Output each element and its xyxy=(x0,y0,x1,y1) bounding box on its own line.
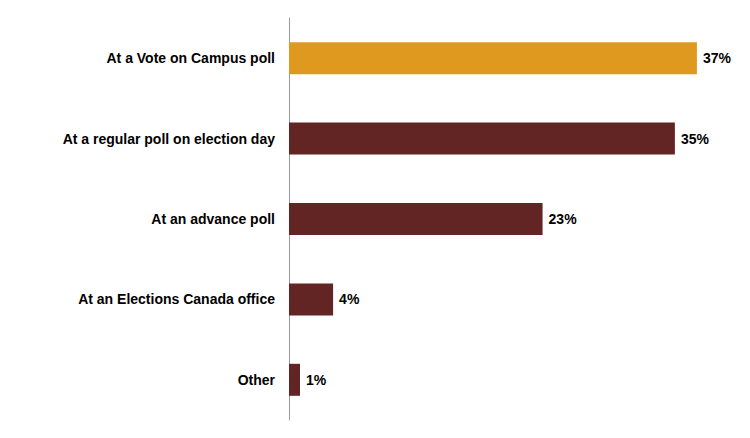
svg-text:37%: 37% xyxy=(703,50,732,66)
svg-text:1%: 1% xyxy=(306,372,327,388)
svg-text:At an advance poll: At an advance poll xyxy=(151,211,275,227)
svg-text:4%: 4% xyxy=(339,291,360,307)
svg-text:23%: 23% xyxy=(549,211,578,227)
svg-text:At a Vote on Campus poll: At a Vote on Campus poll xyxy=(106,50,275,66)
svg-text:At an Elections Canada office: At an Elections Canada office xyxy=(78,291,275,307)
svg-text:Other: Other xyxy=(238,372,276,388)
svg-text:35%: 35% xyxy=(681,131,710,147)
svg-text:At a regular poll on election: At a regular poll on election day xyxy=(63,131,276,147)
